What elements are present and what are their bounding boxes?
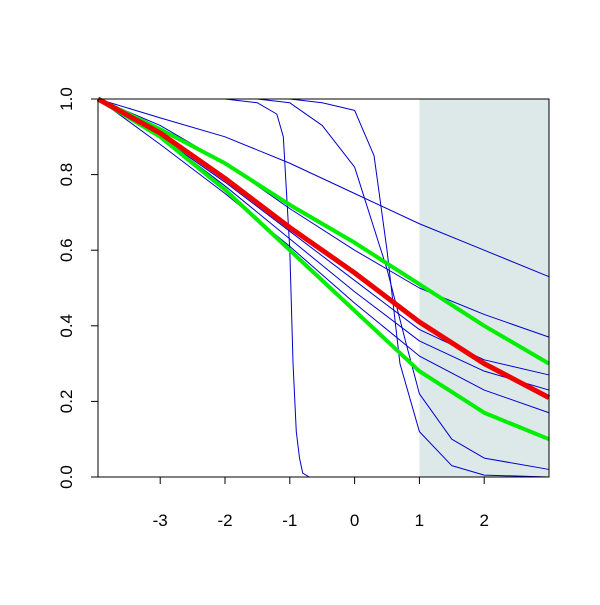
- y-tick-label: 0.4: [57, 314, 76, 338]
- x-tick-label: -2: [217, 511, 232, 530]
- plot-frame: [97, 98, 550, 478]
- curve: [97, 97, 551, 366]
- curve: [98, 98, 550, 470]
- curve: [96, 97, 550, 442]
- curve: [97, 98, 550, 278]
- x-tick-label: 2: [479, 511, 488, 530]
- x-tick-label: -3: [153, 511, 168, 530]
- curve: [98, 98, 550, 478]
- y-tick-label: 0.8: [57, 163, 76, 187]
- x-tick-label: 1: [415, 511, 424, 530]
- y-tick-label: 0.6: [57, 238, 76, 262]
- curve: [97, 98, 550, 338]
- curve: [96, 96, 551, 400]
- y-tick-label: 0.0: [57, 465, 76, 489]
- y-tick-label: 0.2: [57, 390, 76, 414]
- curve: [98, 98, 549, 478]
- x-tick-label: -1: [282, 511, 297, 530]
- curve: [97, 98, 550, 414]
- y-tick-label: 1.0: [57, 87, 76, 111]
- x-tick-label: 0: [350, 511, 359, 530]
